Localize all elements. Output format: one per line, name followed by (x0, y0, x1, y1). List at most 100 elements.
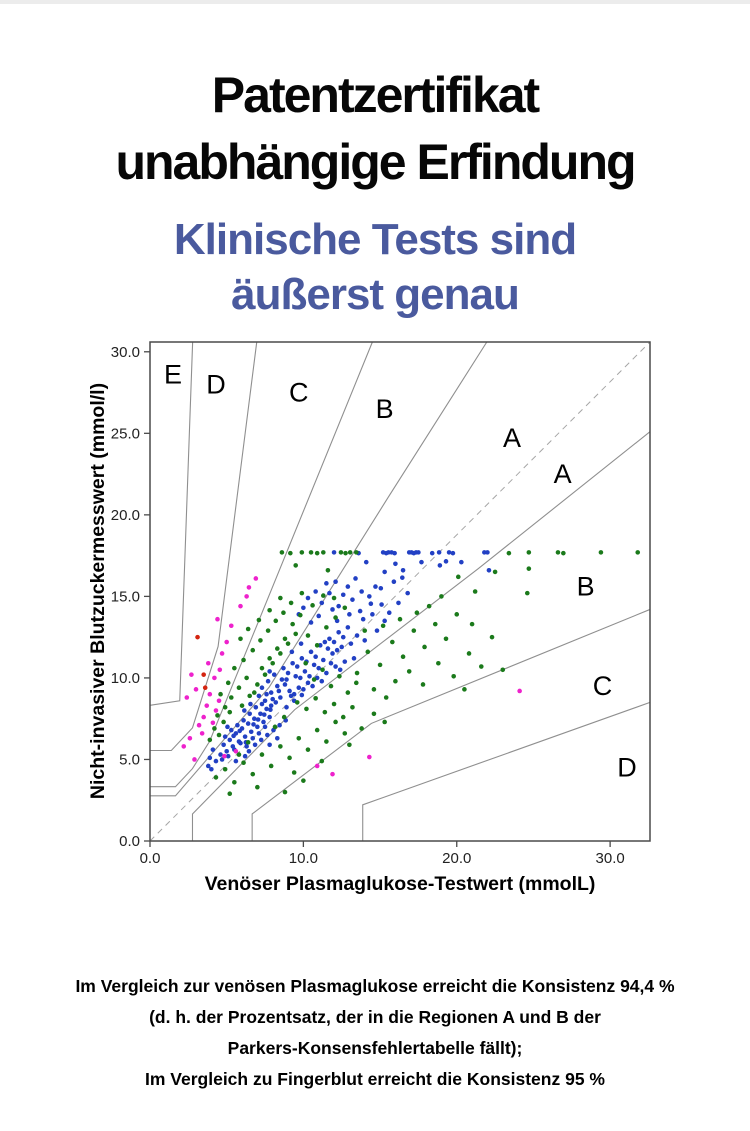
scatter-point-blue (250, 735, 256, 741)
scatter-point-blue (264, 706, 269, 712)
page-title-line2: unabhängige Erfindung (115, 134, 636, 190)
scatter-point-blue (325, 646, 331, 651)
scatter-point-red (202, 685, 208, 691)
scatter-point-blue (331, 639, 337, 645)
scatter-point-blue (299, 656, 305, 661)
scatter-point-blue (485, 550, 490, 555)
scatter-point-magenta (233, 749, 239, 754)
scatter-point-green (262, 672, 268, 677)
scatter-point-blue (210, 747, 216, 752)
scatter-point-blue (228, 727, 234, 733)
scatter-point-green (526, 566, 532, 571)
scatter-point-green (393, 678, 398, 684)
scatter-point-green (222, 766, 228, 772)
scatter-point-green (345, 690, 351, 695)
page-subtitle: Klinische Tests sind äußerst genau (0, 212, 750, 322)
scatter-point-blue (443, 559, 449, 564)
zone-label-D: D (617, 753, 637, 783)
scatter-point-magenta (193, 687, 199, 692)
x-tick-label: 10.0 (289, 850, 318, 867)
scatter-point-blue (293, 673, 299, 679)
scatter-point-green (506, 550, 512, 556)
scatter-point-green (500, 667, 506, 673)
scatter-point-green (236, 685, 242, 691)
scatter-point-magenta (201, 714, 206, 720)
scatter-point-green (331, 701, 337, 707)
scatter-point-green (258, 638, 263, 643)
scatter-point-magenta (330, 771, 335, 777)
scatter-point-blue (245, 721, 251, 726)
zone-label-A: A (503, 423, 521, 453)
scatter-point-green (282, 636, 288, 642)
scatter-point-blue (262, 698, 268, 704)
scatter-point-green (305, 633, 311, 638)
scatter-point-blue (328, 660, 334, 666)
scatter-point-green (478, 664, 484, 669)
scatter-point-blue (342, 659, 348, 664)
scatter-point-green (359, 726, 364, 731)
scatter-point-green (250, 647, 256, 653)
scatter-point-blue (354, 633, 360, 638)
page-subtitle-line1: Klinische Tests sind (173, 215, 577, 264)
scatter-point-blue (299, 692, 305, 698)
scatter-point-blue (333, 664, 338, 669)
scatter-point-green (472, 589, 478, 594)
scatter-point-green (288, 550, 293, 556)
scatter-point-blue (327, 636, 332, 642)
scatter-point-green (311, 677, 317, 682)
scatter-point-magenta (244, 594, 249, 599)
scatter-point-magenta (246, 585, 252, 590)
scatter-point-magenta (204, 703, 210, 708)
scatter-point-blue (227, 737, 233, 743)
scatter-point-blue (258, 711, 263, 717)
scatter-point-blue (287, 688, 292, 694)
scatter-point-blue (311, 662, 317, 668)
scatter-point-blue (271, 672, 277, 677)
scatter-point-green (299, 550, 305, 555)
scatter-point-magenta (213, 708, 219, 713)
scatter-point-blue (321, 657, 326, 663)
scatter-point-green (455, 574, 461, 580)
scatter-point-magenta (205, 660, 211, 666)
scatter-point-blue (437, 563, 443, 568)
scatter-point-blue (290, 660, 295, 666)
scatter-point-blue (459, 559, 464, 565)
zone-line-upper-C-D (150, 341, 258, 752)
scatter-point-blue (348, 641, 354, 646)
scatter-point-blue (275, 683, 280, 689)
scatter-point-green (291, 770, 297, 775)
scatter-point-blue (308, 649, 314, 655)
scatter-point-blue (301, 687, 306, 692)
top-border-strip (0, 0, 750, 4)
scatter-point-green (250, 771, 256, 777)
x-tick-label: 0.0 (140, 850, 161, 867)
footer-line-3: Parkers-Konsensfehlertabelle fällt); (227, 1038, 523, 1058)
scatter-point-blue (270, 696, 275, 702)
scatter-points-layer (181, 550, 641, 797)
footer-line-4: Im Vergleich zu Fingerblut erreicht die … (145, 1069, 605, 1089)
scatter-point-green (340, 714, 346, 720)
scatter-point-green (462, 687, 467, 692)
scatter-point-green (232, 665, 237, 671)
scatter-point-magenta (367, 754, 372, 760)
scatter-point-blue (363, 559, 369, 565)
scatter-point-blue (282, 682, 288, 687)
axis-ticks-layer: 0.0 10.0 20.0 30.0 0.0 5.0 10.0 15.0 20.0 25.0 30.… (111, 344, 625, 867)
scatter-point-blue (275, 735, 280, 741)
y-tick-label: 5.0 (119, 751, 140, 768)
scatter-point-blue (339, 644, 345, 650)
scatter-point-green (411, 628, 417, 633)
scatter-point-green (350, 704, 355, 710)
scatter-point-blue (393, 561, 398, 567)
scatter-point-blue (378, 585, 384, 591)
scatter-point-blue (305, 595, 311, 601)
scatter-point-blue (259, 701, 265, 707)
scatter-point-blue (244, 744, 249, 749)
scatter-point-blue (396, 600, 401, 606)
scatter-point-magenta (217, 667, 223, 673)
scatter-point-blue (446, 550, 452, 555)
page-title: Patentzertifikat unabhängige Erfindung (0, 62, 750, 196)
x-tick-label: 30.0 (596, 850, 625, 867)
scatter-point-blue (419, 559, 424, 565)
scatter-point-blue (429, 550, 435, 556)
